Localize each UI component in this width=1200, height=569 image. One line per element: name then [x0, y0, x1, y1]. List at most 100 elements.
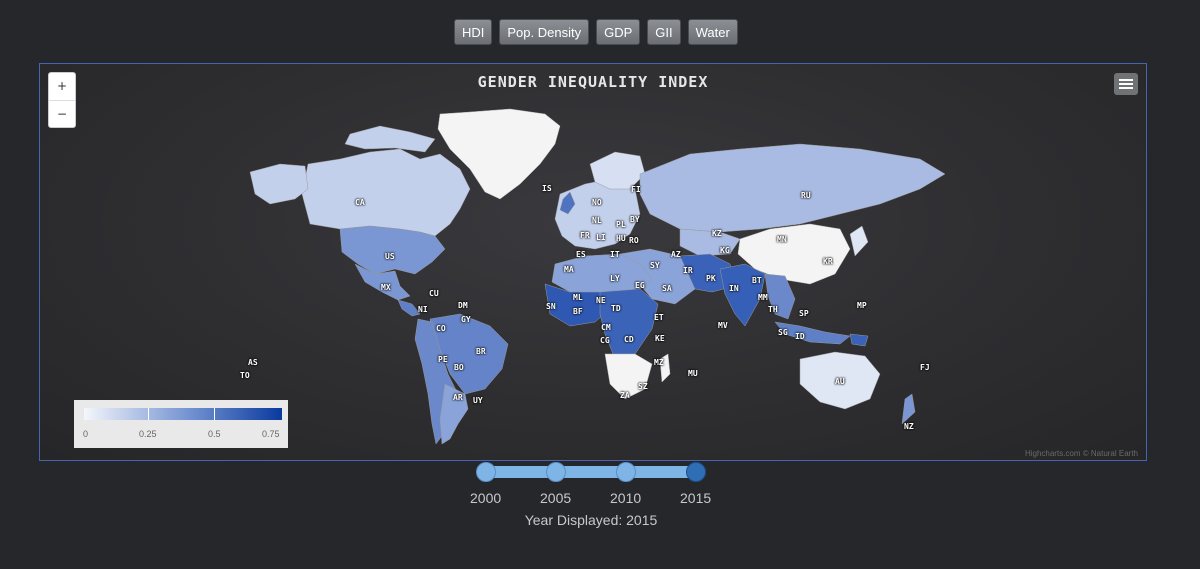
- hdi-button[interactable]: HDI: [454, 19, 493, 45]
- country-label-td: TD: [611, 304, 621, 313]
- zoom-in-button[interactable]: +: [56, 79, 68, 93]
- country-label-hu: HU: [616, 234, 626, 243]
- country-africa-north: [551, 253, 653, 293]
- country-uk: [559, 191, 576, 215]
- country-label-ar: AR: [453, 393, 463, 402]
- country-label-bo: BO: [454, 363, 464, 372]
- map-title: GENDER INEQUALITY INDEX: [477, 73, 709, 91]
- color-legend: 0 0.25 0.5 0.75: [74, 400, 288, 448]
- country-label-ir: IR: [683, 266, 693, 275]
- country-label-az: AZ: [671, 250, 681, 259]
- country-png: [849, 333, 869, 347]
- slider-track[interactable]: [486, 466, 698, 478]
- country-canada-islands: [344, 125, 436, 153]
- country-label-li: LI: [596, 233, 606, 242]
- country-label-fr: FR: [580, 231, 590, 240]
- country-label-gy: GY: [461, 315, 471, 324]
- country-india: [719, 263, 766, 327]
- world-map[interactable]: [40, 64, 1147, 461]
- slider-year-label: 2000: [470, 490, 502, 506]
- country-label-za: ZA: [620, 391, 630, 400]
- country-se-asia: [764, 273, 796, 320]
- country-label-bt: BT: [752, 276, 762, 285]
- year-displayed-text: Year Displayed: 2015: [524, 512, 658, 528]
- country-label-no: NO: [592, 198, 602, 207]
- country-label-ni: NI: [418, 305, 428, 314]
- map-chart[interactable]: GENDER INEQUALITY INDEX + − CA IS FI NO RU BY…: [39, 63, 1147, 461]
- country-label-ly: LY: [610, 274, 620, 283]
- country-label-th: TH: [768, 305, 778, 314]
- country-label-et: ET: [654, 313, 664, 322]
- slider-knob-2000[interactable]: [476, 462, 496, 482]
- country-label-id: ID: [795, 332, 805, 341]
- country-label-cu: CU: [429, 289, 439, 298]
- slider-year-label: 2010: [610, 490, 642, 506]
- country-label-br: BR: [476, 347, 486, 356]
- hamburger-line: [1119, 83, 1133, 85]
- country-new-zealand: [901, 393, 916, 425]
- country-label-pl: PL: [616, 220, 626, 229]
- zoom-out-button[interactable]: −: [56, 107, 68, 121]
- country-australia: [799, 351, 881, 410]
- country-label-mn: MN: [777, 235, 787, 244]
- year-slider[interactable]: [472, 461, 712, 485]
- country-label-as: AS: [248, 358, 258, 367]
- slider-knob-2005[interactable]: [546, 462, 566, 482]
- country-label-by: BY: [630, 215, 640, 224]
- country-label-sy: SY: [650, 261, 660, 270]
- country-label-fj: FJ: [920, 363, 930, 372]
- slider-year-label: 2015: [680, 490, 712, 506]
- country-label-ca: CA: [355, 198, 365, 207]
- country-label-kz: KZ: [712, 229, 722, 238]
- slider-knob-2015[interactable]: [686, 462, 706, 482]
- pop-density-button[interactable]: Pop. Density: [499, 19, 590, 45]
- country-label-sp: SP: [799, 309, 809, 318]
- chart-menu-button[interactable]: [1114, 73, 1138, 95]
- country-label-nl: NL: [592, 216, 602, 225]
- legend-label: 0.75: [262, 429, 280, 439]
- country-label-nz: NZ: [904, 422, 914, 431]
- country-label-sn: SN: [546, 302, 556, 311]
- country-africa-south: [604, 353, 653, 400]
- water-button[interactable]: Water: [687, 19, 738, 45]
- country-japan: [849, 225, 869, 257]
- country-label-mu: MU: [688, 369, 698, 378]
- legend-label: 0.25: [139, 429, 157, 439]
- country-label-is: IS: [542, 184, 552, 193]
- legend-tick: [148, 408, 149, 420]
- country-greenland: [437, 108, 561, 200]
- country-china: [737, 223, 851, 285]
- country-label-in: IN: [729, 284, 739, 293]
- country-scandinavia: [589, 151, 646, 190]
- country-label-ma: MA: [564, 265, 574, 274]
- country-label-cd: CD: [624, 335, 634, 344]
- country-label-ru: RU: [801, 191, 811, 200]
- country-label-eg: EG: [635, 281, 645, 290]
- country-label-ne: NE: [596, 296, 606, 305]
- map-credits: Highcharts.com © Natural Earth: [1024, 449, 1138, 458]
- country-argentina: [439, 383, 469, 445]
- country-label-ke: KE: [655, 334, 665, 343]
- slider-knob-2010[interactable]: [616, 462, 636, 482]
- hamburger-line: [1119, 79, 1133, 81]
- country-label-uy: UY: [473, 396, 483, 405]
- country-label-sz: SZ: [638, 382, 648, 391]
- legend-gradient: [84, 408, 282, 420]
- slider-year-label: 2005: [540, 490, 572, 506]
- indicator-button-bar: HDI Pop. Density GDP GII Water: [454, 19, 738, 45]
- country-label-mx: MX: [381, 283, 391, 292]
- country-label-sg: SG: [778, 328, 788, 337]
- country-label-co: CO: [436, 324, 446, 333]
- gdp-button[interactable]: GDP: [596, 19, 641, 45]
- country-label-us: US: [385, 252, 395, 261]
- legend-tick: [214, 408, 215, 420]
- country-mexico: [354, 263, 411, 301]
- country-label-es: ES: [576, 250, 586, 259]
- hamburger-line: [1119, 87, 1133, 89]
- gii-button[interactable]: GII: [647, 19, 681, 45]
- country-label-mm: MM: [758, 293, 768, 302]
- country-label-au: AU: [835, 377, 845, 386]
- legend-label: 0.5: [208, 429, 221, 439]
- country-label-dm: DM: [458, 301, 468, 310]
- country-label-mv: MV: [718, 321, 728, 330]
